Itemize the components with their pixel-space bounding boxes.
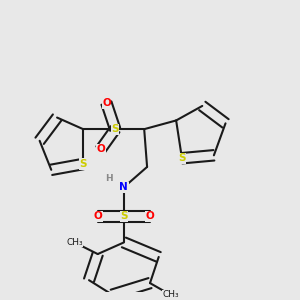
- Text: S: S: [80, 159, 87, 169]
- Text: H: H: [106, 174, 113, 183]
- Text: S: S: [111, 124, 119, 134]
- Text: S: S: [120, 211, 127, 221]
- Text: CH₃: CH₃: [66, 238, 83, 247]
- Text: O: O: [93, 211, 102, 221]
- Text: S: S: [178, 153, 186, 163]
- Text: O: O: [96, 145, 105, 154]
- Text: CH₃: CH₃: [162, 290, 178, 299]
- Text: O: O: [146, 211, 154, 221]
- Text: O: O: [102, 98, 111, 108]
- Text: N: N: [119, 182, 128, 192]
